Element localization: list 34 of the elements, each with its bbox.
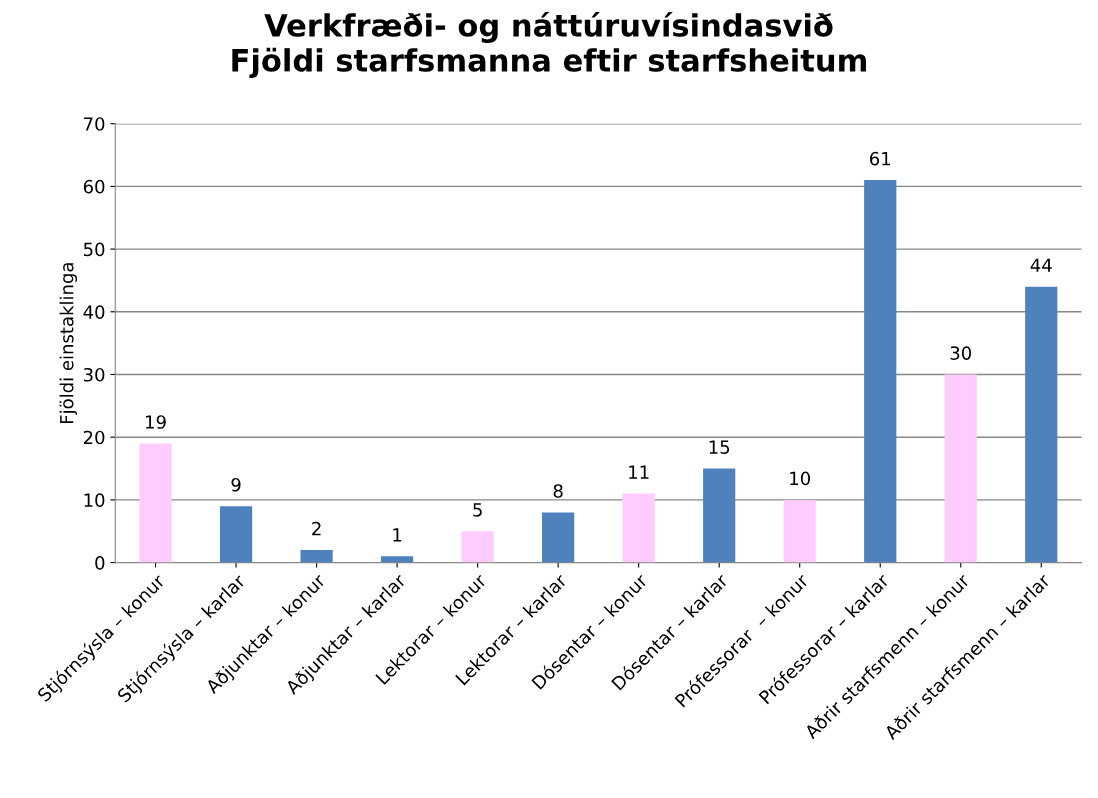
y-axis-title: Fjöldi einstaklinga [59,263,78,423]
data-label: 44 [1030,258,1052,272]
chart-title: Verkfræði- og náttúruvísindasvið Fjöldi starfsmanna eftir starfsheitum [232,11,867,78]
data-label: 30 [950,346,972,360]
data-label: 8 [553,484,563,498]
data-label: 61 [870,151,891,166]
y-tick-label: 60 [83,179,105,194]
data-label: 19 [146,415,166,429]
data-label: 10 [790,471,810,486]
bar [139,443,172,563]
data-label: 2 [312,521,321,536]
y-tick-label: 30 [83,367,105,382]
data-label: 11 [629,465,649,479]
bar [1025,286,1058,563]
bar [703,468,736,563]
bar [944,374,977,563]
y-tick-label: 50 [83,242,105,257]
bar [381,556,414,563]
bar [783,499,816,563]
y-tick-label: 10 [84,493,105,508]
y-tick-label: 20 [83,430,105,445]
data-label: 5 [473,503,482,517]
bar [219,506,253,563]
data-label: 15 [709,440,730,454]
y-tick-label: 0 [95,556,105,570]
bar [461,531,494,563]
data-label: 1 [393,528,402,542]
bar [622,493,655,563]
bar [864,180,897,563]
data-label: 9 [231,477,241,492]
bar [300,550,333,563]
bar [542,512,575,563]
y-tick-label: 40 [83,305,105,319]
y-tick-label: 70 [84,117,105,131]
